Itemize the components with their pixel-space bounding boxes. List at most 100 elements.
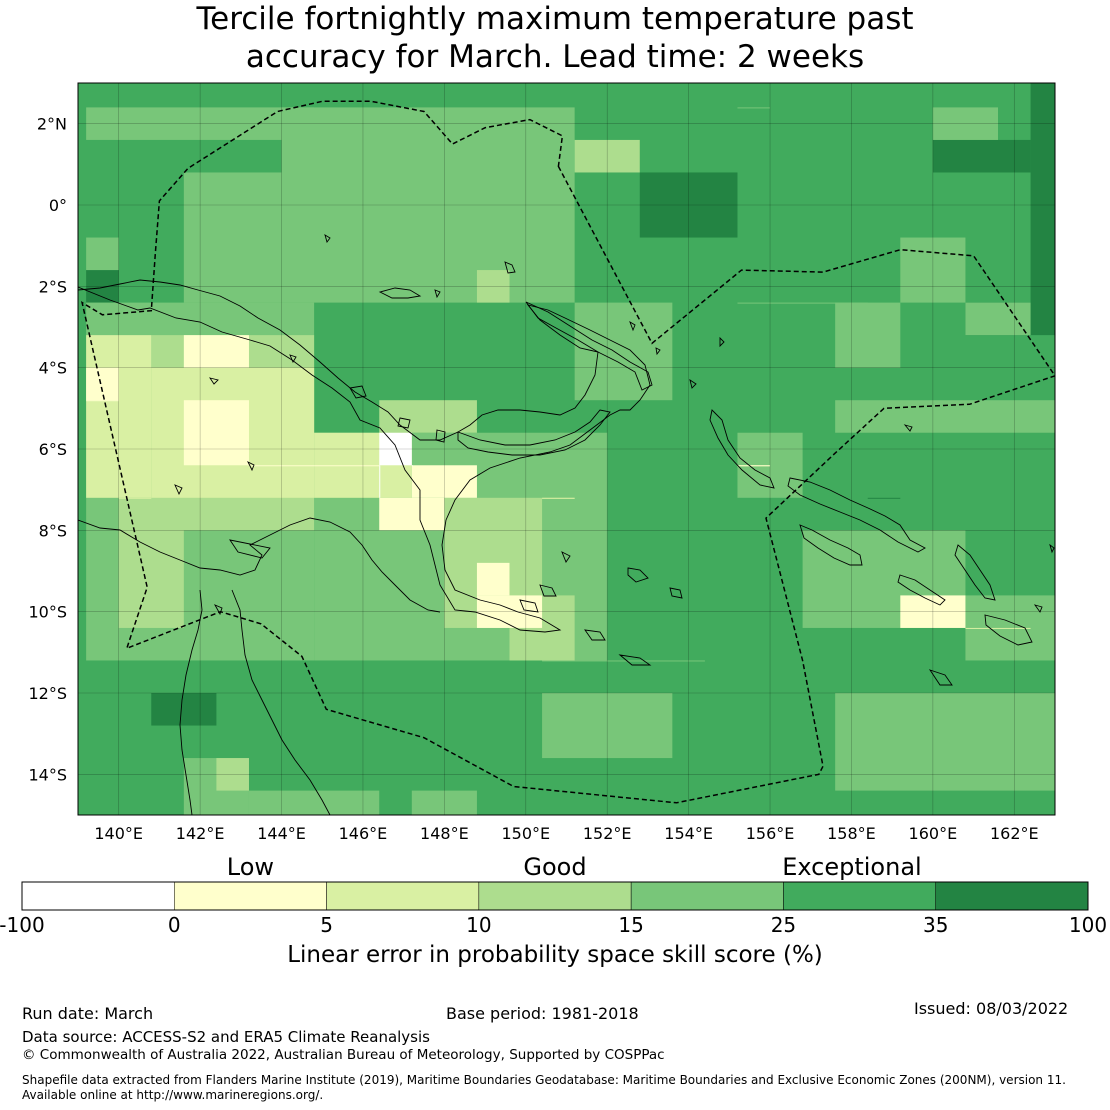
shapefile-credit-line-2: Available online at http://www.marinereg… [22, 1088, 324, 1102]
heatmap-cell [411, 790, 477, 815]
coastline-bougainville [709, 409, 775, 489]
heatmap-cell [639, 172, 738, 238]
heatmap-cell [542, 693, 673, 759]
colorbar-bin [21, 881, 175, 911]
colorbar-tick: 5 [320, 913, 333, 937]
colorbar-heading-good: Good [523, 853, 587, 881]
heatmap-cell [932, 139, 1031, 173]
lon-tick-label: 154°E [664, 824, 713, 843]
lat-tick-label: 14°S [28, 765, 67, 784]
base-period: Base period: 1981-2018 [446, 1004, 639, 1023]
heatmap-cell [281, 107, 575, 303]
lon-tick-label: 156°E [746, 824, 795, 843]
heatmap-cell [835, 302, 901, 368]
colorbar-bin [630, 881, 784, 911]
heatmap-cell [86, 107, 315, 140]
heatmap-cell [183, 172, 282, 303]
heatmap-cell [183, 400, 249, 466]
lat-tick-label: 10°S [28, 603, 67, 622]
lat-tick-label: 8°S [39, 521, 67, 540]
heatmap-cell [476, 595, 543, 628]
skill-heatmap [78, 83, 1055, 815]
lon-tick-label: 152°E [583, 824, 632, 843]
heatmap-cell [476, 270, 510, 303]
coastline-manus [378, 287, 422, 299]
heatmap-cell [835, 400, 1055, 433]
heatmap-cell [574, 139, 640, 173]
heatmap-cell [900, 237, 966, 303]
coastline-solomons-3 [954, 544, 996, 601]
lat-tick-label: 2°S [39, 277, 67, 296]
coastline-islands-small [174, 234, 1055, 686]
colorbar-heading-low: Low [226, 853, 275, 881]
lon-tick-label: 150°E [501, 824, 550, 843]
colorbar-tick: 15 [618, 913, 644, 937]
heatmap-cell [86, 237, 119, 271]
heatmap-cell [216, 758, 249, 791]
colorbar-tick: 100 [1068, 913, 1108, 937]
coastline-new-guinea [78, 279, 651, 633]
lon-tick-label: 146°E [339, 824, 388, 843]
lat-tick-label: 4°S [39, 359, 67, 378]
lon-tick-label: 160°E [909, 824, 958, 843]
title-line-2: accuracy for March. Lead time: 2 weeks [245, 39, 865, 75]
colorbar-label: Linear error in probability space skill … [287, 942, 823, 968]
colorbar-bin [174, 881, 327, 911]
heatmap-cell [835, 693, 1055, 791]
heatmap-cell [411, 465, 477, 498]
coastline-solomons-1 [787, 477, 926, 553]
heatmap-cell [965, 302, 1031, 336]
title-line-1: Tercile fortnightly maximum temperature … [196, 1, 914, 37]
coastlines [78, 234, 1055, 815]
heatmap-cell [542, 660, 705, 662]
heatmap-cell [183, 335, 249, 368]
coastline-new-ireland [525, 301, 653, 391]
heatmap-cell [1030, 83, 1055, 336]
lon-tick-label: 158°E [827, 824, 876, 843]
heatmap-cell [86, 367, 119, 401]
heatmap-cell [965, 627, 1031, 629]
shapefile-credit-line-1: Shapefile data extracted from Flanders M… [22, 1073, 1066, 1087]
heatmap-cell [248, 790, 380, 815]
copyright: © Commonwealth of Australia 2022, Austra… [22, 1047, 665, 1063]
heatmap-cell [379, 465, 381, 498]
colorbar-bin [326, 881, 480, 911]
lat-tick-label: 6°S [39, 440, 67, 459]
colorbar-tick: 0 [167, 913, 181, 937]
lon-tick-label: 162°E [990, 824, 1039, 843]
coastline-solomons-2 [799, 524, 863, 566]
heatmap-cell [248, 465, 315, 467]
data-source: Data source: ACCESS-S2 and ERA5 Climate … [22, 1028, 430, 1046]
lon-tick-label: 148°E [420, 824, 469, 843]
heatmap-cell [379, 400, 477, 433]
colorbar-tick: 10 [466, 913, 492, 937]
colorbar-tick: 25 [770, 913, 797, 937]
coastline-south-new-guinea [78, 517, 441, 613]
lon-tick-label: 140°E [94, 824, 143, 843]
coastline-cape-york [179, 589, 331, 815]
heatmap-cell [314, 465, 380, 467]
colorbar [21, 881, 1089, 911]
lat-tick-label: 2°N [37, 115, 67, 134]
colorbar-bin [935, 881, 1089, 911]
lat-tick-label: 12°S [28, 684, 67, 703]
heatmap-cell [476, 562, 510, 596]
coastline-solomons-5 [897, 574, 946, 606]
axis-ticks: 140°E 142°E 144°E 146°E 148°E 150°E 152°E 154°E… [28, 115, 1038, 843]
heatmap-cell [151, 693, 217, 726]
heatmap-cell [737, 465, 771, 467]
heatmap-cell [411, 465, 413, 467]
heatmap-cell [542, 497, 575, 499]
lat-tick-label: 0° [49, 196, 67, 215]
coastline-solomons-4 [984, 614, 1033, 646]
heatmap-cell [737, 302, 868, 304]
heatmap-cell [867, 497, 901, 499]
map-title: Tercile fortnightly maximum temperature … [0, 0, 1110, 76]
heatmap-cell [932, 107, 999, 140]
colorbar-heading-exceptional: Exceptional [782, 853, 922, 881]
heatmap-cell [118, 497, 152, 499]
heatmap-cell [86, 400, 119, 402]
heatmap-cell [900, 595, 966, 628]
run-date: Run date: March [22, 1004, 154, 1023]
